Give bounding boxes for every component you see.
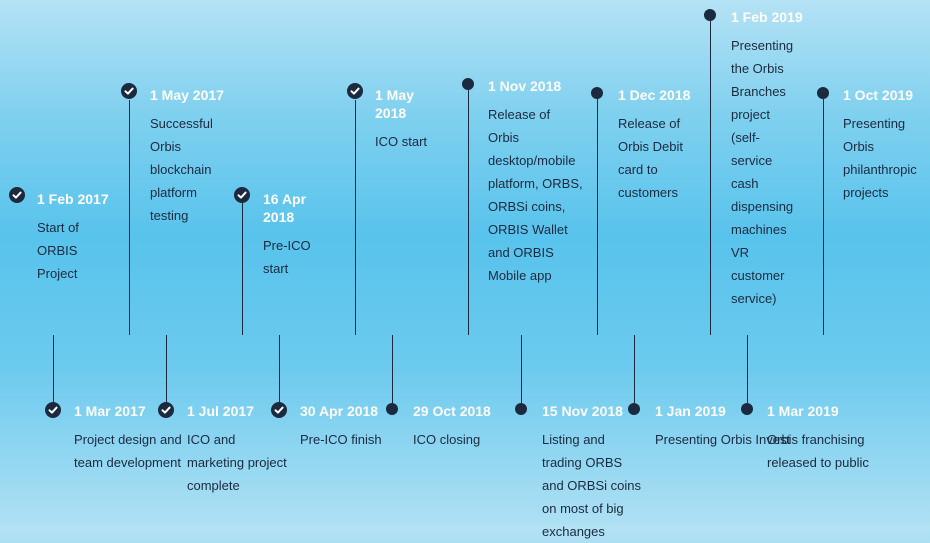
milestone-dot (628, 403, 640, 415)
check-icon (45, 402, 61, 418)
milestone-description: Release of Orbis Debit card to customers (618, 116, 684, 200)
milestone-date: 1 Feb 2019 (731, 9, 803, 25)
timeline-stem (596, 99, 598, 335)
milestone-dot (591, 87, 603, 99)
milestone-date: 1 May 2017 (150, 87, 224, 103)
milestone-description: ICO and marketing project complete (187, 432, 287, 493)
milestone-description: Pre-ICO finish (300, 432, 382, 447)
check-icon (271, 402, 287, 418)
timeline-stem (241, 202, 243, 335)
milestone-date: 1 Nov 2018 (488, 78, 562, 94)
milestone-description: Successful Orbis blockchain platform tes… (150, 116, 213, 223)
milestone-description: Pre-ICO start (263, 238, 311, 276)
timeline-stem (822, 99, 824, 335)
milestone-description: Listing and trading ORBS and ORBSi coins… (542, 432, 641, 539)
milestone-date: 1 Jan 2019 (655, 403, 726, 419)
milestone-date: 1 Jul 2017 (187, 403, 254, 419)
milestone-date: 16 Apr 2018 (263, 191, 307, 225)
check-icon (121, 83, 137, 99)
milestone-date: 1 Mar 2019 (767, 403, 839, 419)
milestone-description: Orbis franchising released to public (767, 432, 869, 470)
milestone-description: Presenting Orbis philanthropic projects (843, 116, 917, 200)
timeline-stem (746, 335, 748, 403)
milestone-dot (462, 78, 474, 90)
milestone-dot (741, 403, 753, 415)
timeline-stem (278, 335, 280, 403)
check-icon (347, 83, 363, 99)
milestone-description: Presenting the Orbis Branches project (s… (731, 38, 794, 306)
milestone-date: 1 Oct 2019 (843, 87, 914, 103)
timeline-stem (633, 335, 635, 403)
check-icon (234, 187, 250, 203)
check-icon (9, 187, 25, 203)
milestone-date: 29 Oct 2018 (413, 403, 491, 419)
timeline-stem (467, 90, 469, 335)
milestone-date: 1 Feb 2017 (37, 191, 109, 207)
timeline-stem (520, 335, 522, 403)
check-icon (158, 402, 174, 418)
milestone-date: 1 Mar 2017 (74, 403, 146, 419)
milestone-date: 30 Apr 2018 (300, 403, 379, 419)
milestone-description: Release of Orbis desktop/mobile platform… (488, 107, 583, 283)
milestone-description: ICO start (375, 134, 428, 149)
milestone-description: Presenting Orbis Invest (655, 432, 791, 447)
milestone-dot (817, 87, 829, 99)
timeline-stem (52, 335, 54, 403)
milestone-dot (515, 403, 527, 415)
milestone-description: ICO closing (413, 432, 481, 447)
timeline-stem (354, 100, 356, 335)
milestone-dot (704, 9, 716, 21)
timeline-stem (128, 100, 130, 335)
milestone-dot (386, 403, 398, 415)
milestone-description: Project design and team development (74, 432, 182, 470)
milestone-date: 15 Nov 2018 (542, 403, 623, 419)
timeline-stem (165, 335, 167, 403)
milestone-description: Start of ORBIS Project (37, 220, 79, 281)
timeline-stem (391, 335, 393, 403)
milestone-date: 1 Dec 2018 (618, 87, 691, 103)
timeline-stem (709, 21, 711, 335)
milestone-date: 1 May 2018 (375, 87, 414, 121)
